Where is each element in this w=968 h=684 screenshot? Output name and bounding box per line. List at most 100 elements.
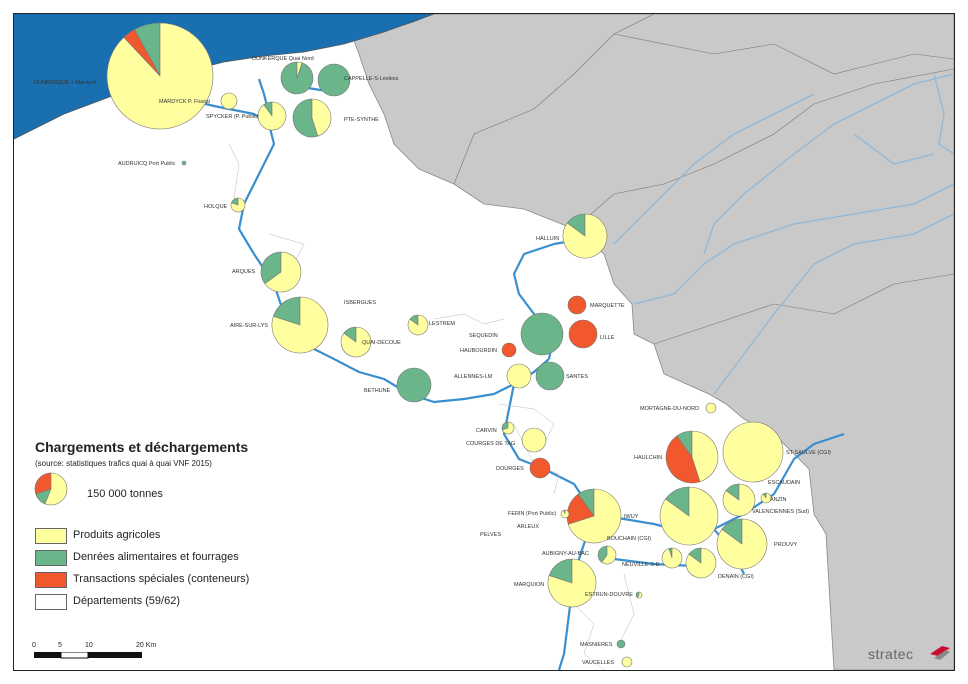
label-sequedin: SEQUEDIN xyxy=(469,333,498,339)
site-pie-dourges xyxy=(705,402,717,414)
site-pie-quai-decoue xyxy=(407,314,429,336)
site-pie-estrun-douvre xyxy=(616,639,626,649)
site-pie-haulchin xyxy=(722,483,756,517)
internal-borders xyxy=(453,14,954,345)
site-pie-mortagne-du-nord xyxy=(722,421,784,483)
label-haulchin: HAULCHIN xyxy=(634,455,662,461)
pie-slice-agri xyxy=(562,213,608,259)
scale-bar-graphic xyxy=(34,652,142,659)
pie-slice-agri xyxy=(106,22,214,130)
site-pie-valenciennes xyxy=(716,518,768,570)
scale-tick-5: 5 xyxy=(58,642,62,649)
site-pie-pte-synthe xyxy=(292,98,332,138)
label-mardyck: MARDYCK P. Fluvial xyxy=(159,99,210,105)
swatch-special xyxy=(35,572,67,588)
site-pie-marquion xyxy=(560,509,570,519)
pie-slice-food xyxy=(317,63,351,97)
label-prouvy: PROUVY xyxy=(774,542,798,548)
label-carvin: CARVIN xyxy=(476,428,497,434)
scale-tick-20: 20 Km xyxy=(136,642,157,649)
legend-source: (source: statistiques trafics quai à qua… xyxy=(35,459,212,468)
swatch-dept xyxy=(35,594,67,610)
label-denain: DENAIN (CGI) xyxy=(718,574,754,580)
site-pie-aire-sur-lys xyxy=(271,296,329,354)
label-escaudain: ESCAUDAIN xyxy=(768,480,800,486)
legend-label-food: Denrées alimentaires et fourrages xyxy=(73,551,239,563)
pie-slice-special xyxy=(568,319,598,349)
pie-slice-food xyxy=(181,160,187,166)
site-pie-escaudain xyxy=(760,492,772,504)
label-iwuy: IWUY xyxy=(624,514,639,520)
site-pie-halluin xyxy=(567,295,587,315)
site-pie-spycker-p-public- xyxy=(257,101,287,131)
pie-slice-food xyxy=(597,545,608,563)
stratec-logo: stratec xyxy=(866,640,954,668)
label-lestrem: LESTREM xyxy=(429,321,455,327)
label-marquette: MARQUETTE xyxy=(590,303,625,309)
site-pie-arques xyxy=(260,251,302,293)
map-frame: DUNKERQUE + Mardyck MARDYCK P. Fluvial D… xyxy=(13,13,955,671)
label-estrun: ESTRUN-DOUVRE xyxy=(585,592,633,598)
label-stsaulve: ST-SAULVE (CGI) xyxy=(786,450,831,456)
pie-slice-agri xyxy=(661,547,683,569)
pie-slice-agri xyxy=(501,421,515,435)
site-pie-masnieres xyxy=(621,656,633,668)
legend-label-dept: Départements (59/62) xyxy=(73,595,180,607)
label-dunkerque: DUNKERQUE + Mardyck xyxy=(34,80,96,86)
site-pie-bouchain-cgi- xyxy=(685,547,717,579)
pie-slice-food xyxy=(520,312,564,356)
site-pie-haubourdin xyxy=(506,363,532,389)
pie-slice-special xyxy=(501,342,517,358)
legend-pie xyxy=(34,472,68,506)
pie-slice-agri xyxy=(521,427,547,453)
label-vaucelles: VAUCELLES xyxy=(582,660,614,666)
pie-slice-agri xyxy=(271,296,329,354)
site-pie-allennes-lm xyxy=(535,361,565,391)
pie-slice-agri xyxy=(722,483,756,517)
label-cappelle: CAPPELLE-S-Lesless xyxy=(344,76,399,82)
scale-tick-10: 10 xyxy=(85,642,93,649)
site-pie-prouvy xyxy=(566,488,622,544)
label-lille: LILLE xyxy=(600,335,615,341)
swatch-food xyxy=(35,550,67,566)
site-pie-santes xyxy=(501,421,515,435)
pie-slice-food xyxy=(292,98,319,138)
site-pie-holque xyxy=(230,197,246,213)
pie-slice-food xyxy=(616,639,626,649)
site-pie-marquette xyxy=(520,312,564,356)
legend: Chargements et déchargements (source: st… xyxy=(21,428,281,618)
site-pie-carvin xyxy=(521,427,547,453)
label-neuville: NEUVILLE-S-E xyxy=(622,562,660,568)
site-pie-st-saulve-cgi- xyxy=(665,430,719,484)
foreign-rivers xyxy=(613,73,954,395)
pie-slice-agri xyxy=(567,488,622,544)
site-pie-cappelle-s-lesless xyxy=(317,63,351,97)
logo-mark-icon xyxy=(930,646,950,660)
label-arques: ARQUES xyxy=(232,269,256,275)
site-pie-dunkerque-quai-nord xyxy=(280,61,314,95)
legend-label-agri: Produits agricoles xyxy=(73,529,161,541)
pie-slice-agri xyxy=(722,421,784,483)
pie-slice-agri xyxy=(220,92,238,110)
site-pie-sequedin xyxy=(568,319,598,349)
label-bethune: BETHUNE xyxy=(364,388,391,394)
pie-slice-food xyxy=(535,361,565,391)
pie-slice-agri xyxy=(560,509,570,519)
pie-slice-agri xyxy=(659,486,719,546)
site-pie-mardyck-p-fluvial xyxy=(220,92,238,110)
label-marquion: MARQUION xyxy=(514,582,544,588)
scale-tick-0: 0 xyxy=(32,642,36,649)
pie-slice-agri xyxy=(691,430,719,483)
pie-slice-agri xyxy=(685,547,717,579)
pie-slice-agri xyxy=(264,251,302,293)
site-pie-lille xyxy=(501,342,517,358)
label-ferin: FERIN (Port Public) xyxy=(508,511,556,517)
label-haubourdin: HAUBOURDIN xyxy=(460,348,497,354)
legend-pie-label: 150 000 tonnes xyxy=(87,488,163,500)
label-arleux: ARLEUX xyxy=(517,524,539,530)
site-pie-lestrem xyxy=(396,367,432,403)
foreign-territory xyxy=(343,14,954,670)
legend-title: Chargements et déchargements xyxy=(35,439,249,455)
label-valenciennes: VALENCIENNES (Sud) xyxy=(752,509,809,515)
pie-slice-agri xyxy=(257,101,287,131)
